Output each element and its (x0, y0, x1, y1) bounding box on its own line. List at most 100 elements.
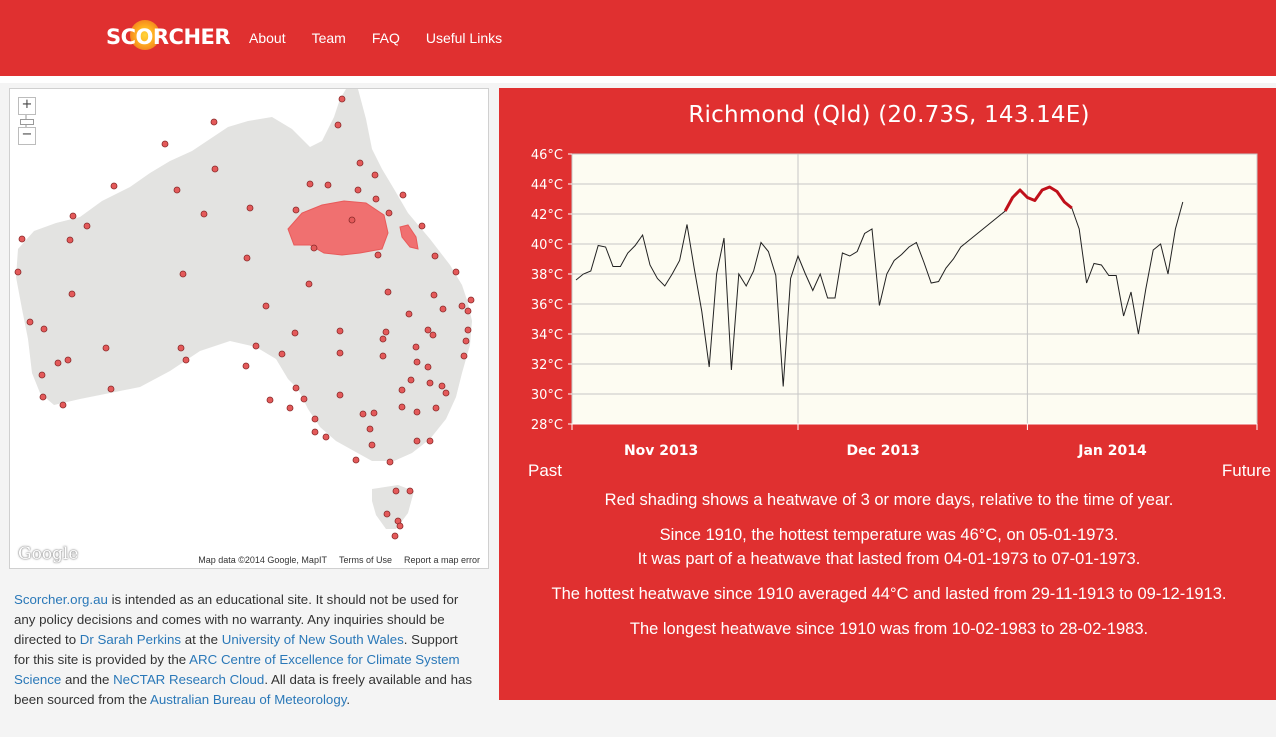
station-marker[interactable] (102, 344, 110, 352)
station-marker[interactable] (38, 371, 46, 379)
station-marker[interactable] (292, 206, 300, 214)
station-marker[interactable] (300, 395, 308, 403)
station-marker[interactable] (66, 236, 74, 244)
zoom-out-button[interactable]: − (18, 127, 36, 145)
station-marker[interactable] (286, 404, 294, 412)
station-marker[interactable] (292, 384, 300, 392)
zoom-in-button[interactable]: + (18, 97, 36, 115)
station-marker[interactable] (430, 291, 438, 299)
station-marker[interactable] (54, 359, 62, 367)
station-marker[interactable] (372, 195, 380, 203)
station-marker[interactable] (392, 487, 400, 495)
station-marker[interactable] (366, 425, 374, 433)
station-marker[interactable] (354, 186, 362, 194)
station-marker[interactable] (59, 401, 67, 409)
station-marker[interactable] (182, 356, 190, 364)
station-marker[interactable] (398, 386, 406, 394)
station-marker[interactable] (69, 212, 77, 220)
station-marker[interactable] (211, 165, 219, 173)
station-marker[interactable] (407, 376, 415, 384)
station-marker[interactable] (26, 318, 34, 326)
station-marker[interactable] (413, 437, 421, 445)
station-map[interactable]: + − Google Map data ©2014 Google, MapIT … (9, 88, 489, 569)
station-marker[interactable] (426, 437, 434, 445)
station-marker[interactable] (442, 389, 450, 397)
station-marker[interactable] (426, 379, 434, 387)
station-marker[interactable] (210, 118, 218, 126)
station-marker[interactable] (266, 396, 274, 404)
station-marker[interactable] (305, 280, 313, 288)
station-marker[interactable] (359, 410, 367, 418)
station-marker[interactable] (432, 404, 440, 412)
station-marker[interactable] (336, 349, 344, 357)
station-marker[interactable] (40, 325, 48, 333)
station-marker[interactable] (429, 331, 437, 339)
station-marker[interactable] (173, 186, 181, 194)
station-marker[interactable] (242, 362, 250, 370)
station-marker[interactable] (348, 216, 356, 224)
station-marker[interactable] (252, 342, 260, 350)
station-marker[interactable] (324, 181, 332, 189)
station-marker[interactable] (334, 121, 342, 129)
station-marker[interactable] (405, 310, 413, 318)
station-markers[interactable] (14, 95, 475, 540)
station-marker[interactable] (406, 487, 414, 495)
station-marker[interactable] (311, 428, 319, 436)
station-marker[interactable] (18, 235, 26, 243)
station-marker[interactable] (413, 408, 421, 416)
station-marker[interactable] (385, 209, 393, 217)
bom-link[interactable]: Australian Bureau of Meteorology (150, 692, 347, 707)
station-marker[interactable] (246, 204, 254, 212)
station-marker[interactable] (458, 302, 466, 310)
station-marker[interactable] (462, 337, 470, 345)
station-marker[interactable] (336, 327, 344, 335)
station-marker[interactable] (322, 433, 330, 441)
nav-team[interactable]: Team (311, 30, 346, 46)
station-marker[interactable] (418, 222, 426, 230)
station-marker[interactable] (371, 171, 379, 179)
station-marker[interactable] (431, 252, 439, 260)
station-marker[interactable] (452, 268, 460, 276)
station-marker[interactable] (179, 270, 187, 278)
station-marker[interactable] (438, 382, 446, 390)
zoom-slider-handle[interactable] (20, 119, 34, 125)
station-marker[interactable] (338, 95, 346, 103)
station-marker[interactable] (14, 268, 22, 276)
zoom-slider[interactable] (18, 115, 34, 127)
station-marker[interactable] (83, 222, 91, 230)
scorcher-logo[interactable]: SCORCHER (106, 20, 231, 52)
station-marker[interactable] (382, 328, 390, 336)
station-marker[interactable] (412, 343, 420, 351)
station-marker[interactable] (291, 329, 299, 337)
terms-of-use-link[interactable]: Terms of Use (338, 555, 392, 565)
report-map-error-link[interactable]: Report a map error (403, 555, 480, 565)
station-marker[interactable] (379, 335, 387, 343)
station-marker[interactable] (262, 302, 270, 310)
nav-faq[interactable]: FAQ (371, 30, 400, 46)
station-marker[interactable] (243, 254, 251, 262)
unsw-link[interactable]: University of New South Wales (221, 632, 404, 647)
station-marker[interactable] (310, 244, 318, 252)
station-marker[interactable] (368, 441, 376, 449)
station-marker[interactable] (110, 182, 118, 190)
arc-centre-link[interactable]: ARC Centre of Excellence for Climate Sys… (14, 652, 460, 687)
station-marker[interactable] (399, 191, 407, 199)
station-marker[interactable] (374, 251, 382, 259)
station-marker[interactable] (68, 290, 76, 298)
nav-useful-links[interactable]: Useful Links (425, 30, 503, 46)
station-marker[interactable] (460, 352, 468, 360)
google-logo[interactable]: Google (18, 544, 79, 564)
station-marker[interactable] (424, 363, 432, 371)
station-marker[interactable] (352, 456, 360, 464)
australia-map[interactable] (10, 89, 488, 568)
station-marker[interactable] (383, 510, 391, 518)
station-marker[interactable] (336, 391, 344, 399)
station-marker[interactable] (413, 358, 421, 366)
station-marker[interactable] (391, 532, 399, 540)
station-marker[interactable] (64, 356, 72, 364)
station-marker[interactable] (464, 307, 472, 315)
station-marker[interactable] (398, 403, 406, 411)
station-marker[interactable] (467, 296, 475, 304)
sarah-perkins-link[interactable]: Dr Sarah Perkins (79, 632, 182, 647)
nectar-link[interactable]: NeCTAR Research Cloud (113, 672, 265, 687)
